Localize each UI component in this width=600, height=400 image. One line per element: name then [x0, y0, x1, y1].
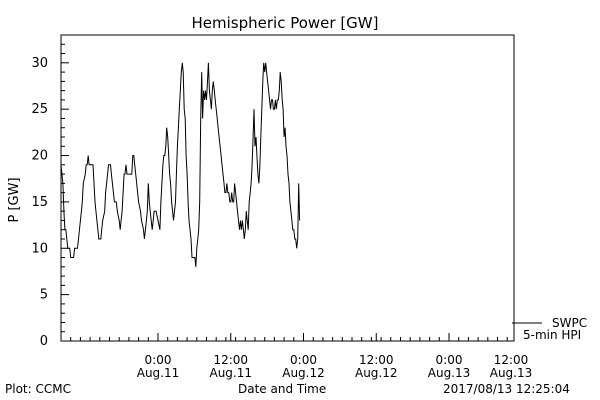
x-tick-label-time: 12:00: [494, 353, 529, 367]
y-tick-label: 5: [40, 288, 48, 303]
legend-label-line1: SWPC: [552, 316, 587, 330]
x-tick-label-time: 0:00: [145, 353, 172, 367]
y-axis-label: P [GW]: [7, 177, 22, 222]
chart-title: Hemispheric Power [GW]: [192, 14, 379, 32]
x-tick-label-date: Aug.11: [137, 366, 180, 380]
x-tick-label-time: 0:00: [290, 353, 317, 367]
x-axis: 0:00Aug.1112:00Aug.110:00Aug.1212:00Aug.…: [70, 333, 533, 380]
x-tick-label-time: 0:00: [436, 353, 463, 367]
y-tick-label: 15: [31, 195, 48, 210]
y-tick-label: 0: [40, 334, 48, 349]
x-tick-label-time: 12:00: [359, 353, 394, 367]
y-tick-label: 10: [31, 241, 48, 256]
x-tick-label-date: Aug.13: [490, 366, 533, 380]
plot-frame: [60, 34, 515, 342]
y-tick-label: 30: [31, 56, 48, 71]
x-tick-label-date: Aug.13: [428, 366, 471, 380]
x-tick-label-date: Aug.11: [209, 366, 252, 380]
y-tick-label: 25: [31, 102, 48, 117]
legend-label-line2: 5-min HPI: [523, 328, 581, 342]
y-axis: 0 5 10 15 20 25 30: [31, 34, 69, 349]
generation-timestamp: 2017/08/13 12:25:04: [443, 382, 570, 396]
x-tick-label-date: Aug.12: [355, 366, 398, 380]
x-tick-label-date: Aug.12: [282, 366, 325, 380]
plot-credit: Plot: CCMC: [5, 382, 71, 396]
x-axis-caption: Date and Time: [238, 382, 327, 396]
y-tick-label: 20: [31, 149, 48, 164]
x-tick-label-time: 12:00: [213, 353, 248, 367]
series-line: [60, 62, 301, 267]
